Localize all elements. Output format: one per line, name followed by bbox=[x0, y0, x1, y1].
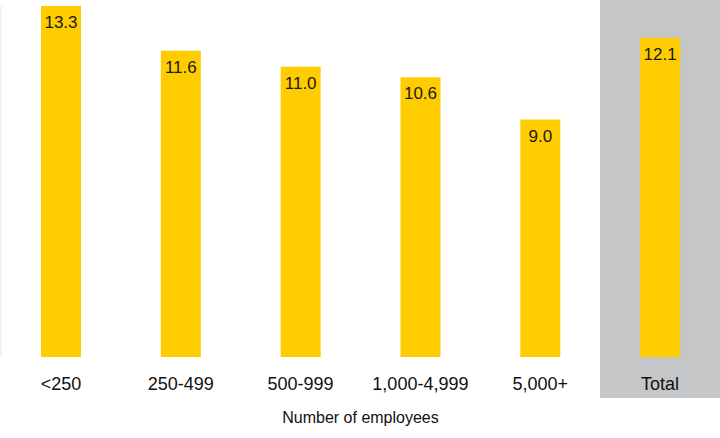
svg-text:500-999: 500-999 bbox=[268, 374, 334, 394]
svg-text:Number of employees: Number of employees bbox=[282, 409, 439, 426]
svg-text:13.3: 13.3 bbox=[44, 13, 77, 32]
svg-text:1,000-4,999: 1,000-4,999 bbox=[372, 374, 468, 394]
svg-text:250-499: 250-499 bbox=[148, 374, 214, 394]
svg-text:10.6: 10.6 bbox=[404, 84, 437, 103]
svg-text:Total: Total bbox=[641, 374, 679, 394]
svg-text:<250: <250 bbox=[41, 374, 82, 394]
svg-text:5,000+: 5,000+ bbox=[512, 374, 568, 394]
svg-text:9.0: 9.0 bbox=[529, 127, 553, 146]
svg-text:11.0: 11.0 bbox=[285, 74, 317, 93]
svg-text:12.1: 12.1 bbox=[644, 45, 677, 64]
svg-text:11.6: 11.6 bbox=[165, 58, 197, 77]
